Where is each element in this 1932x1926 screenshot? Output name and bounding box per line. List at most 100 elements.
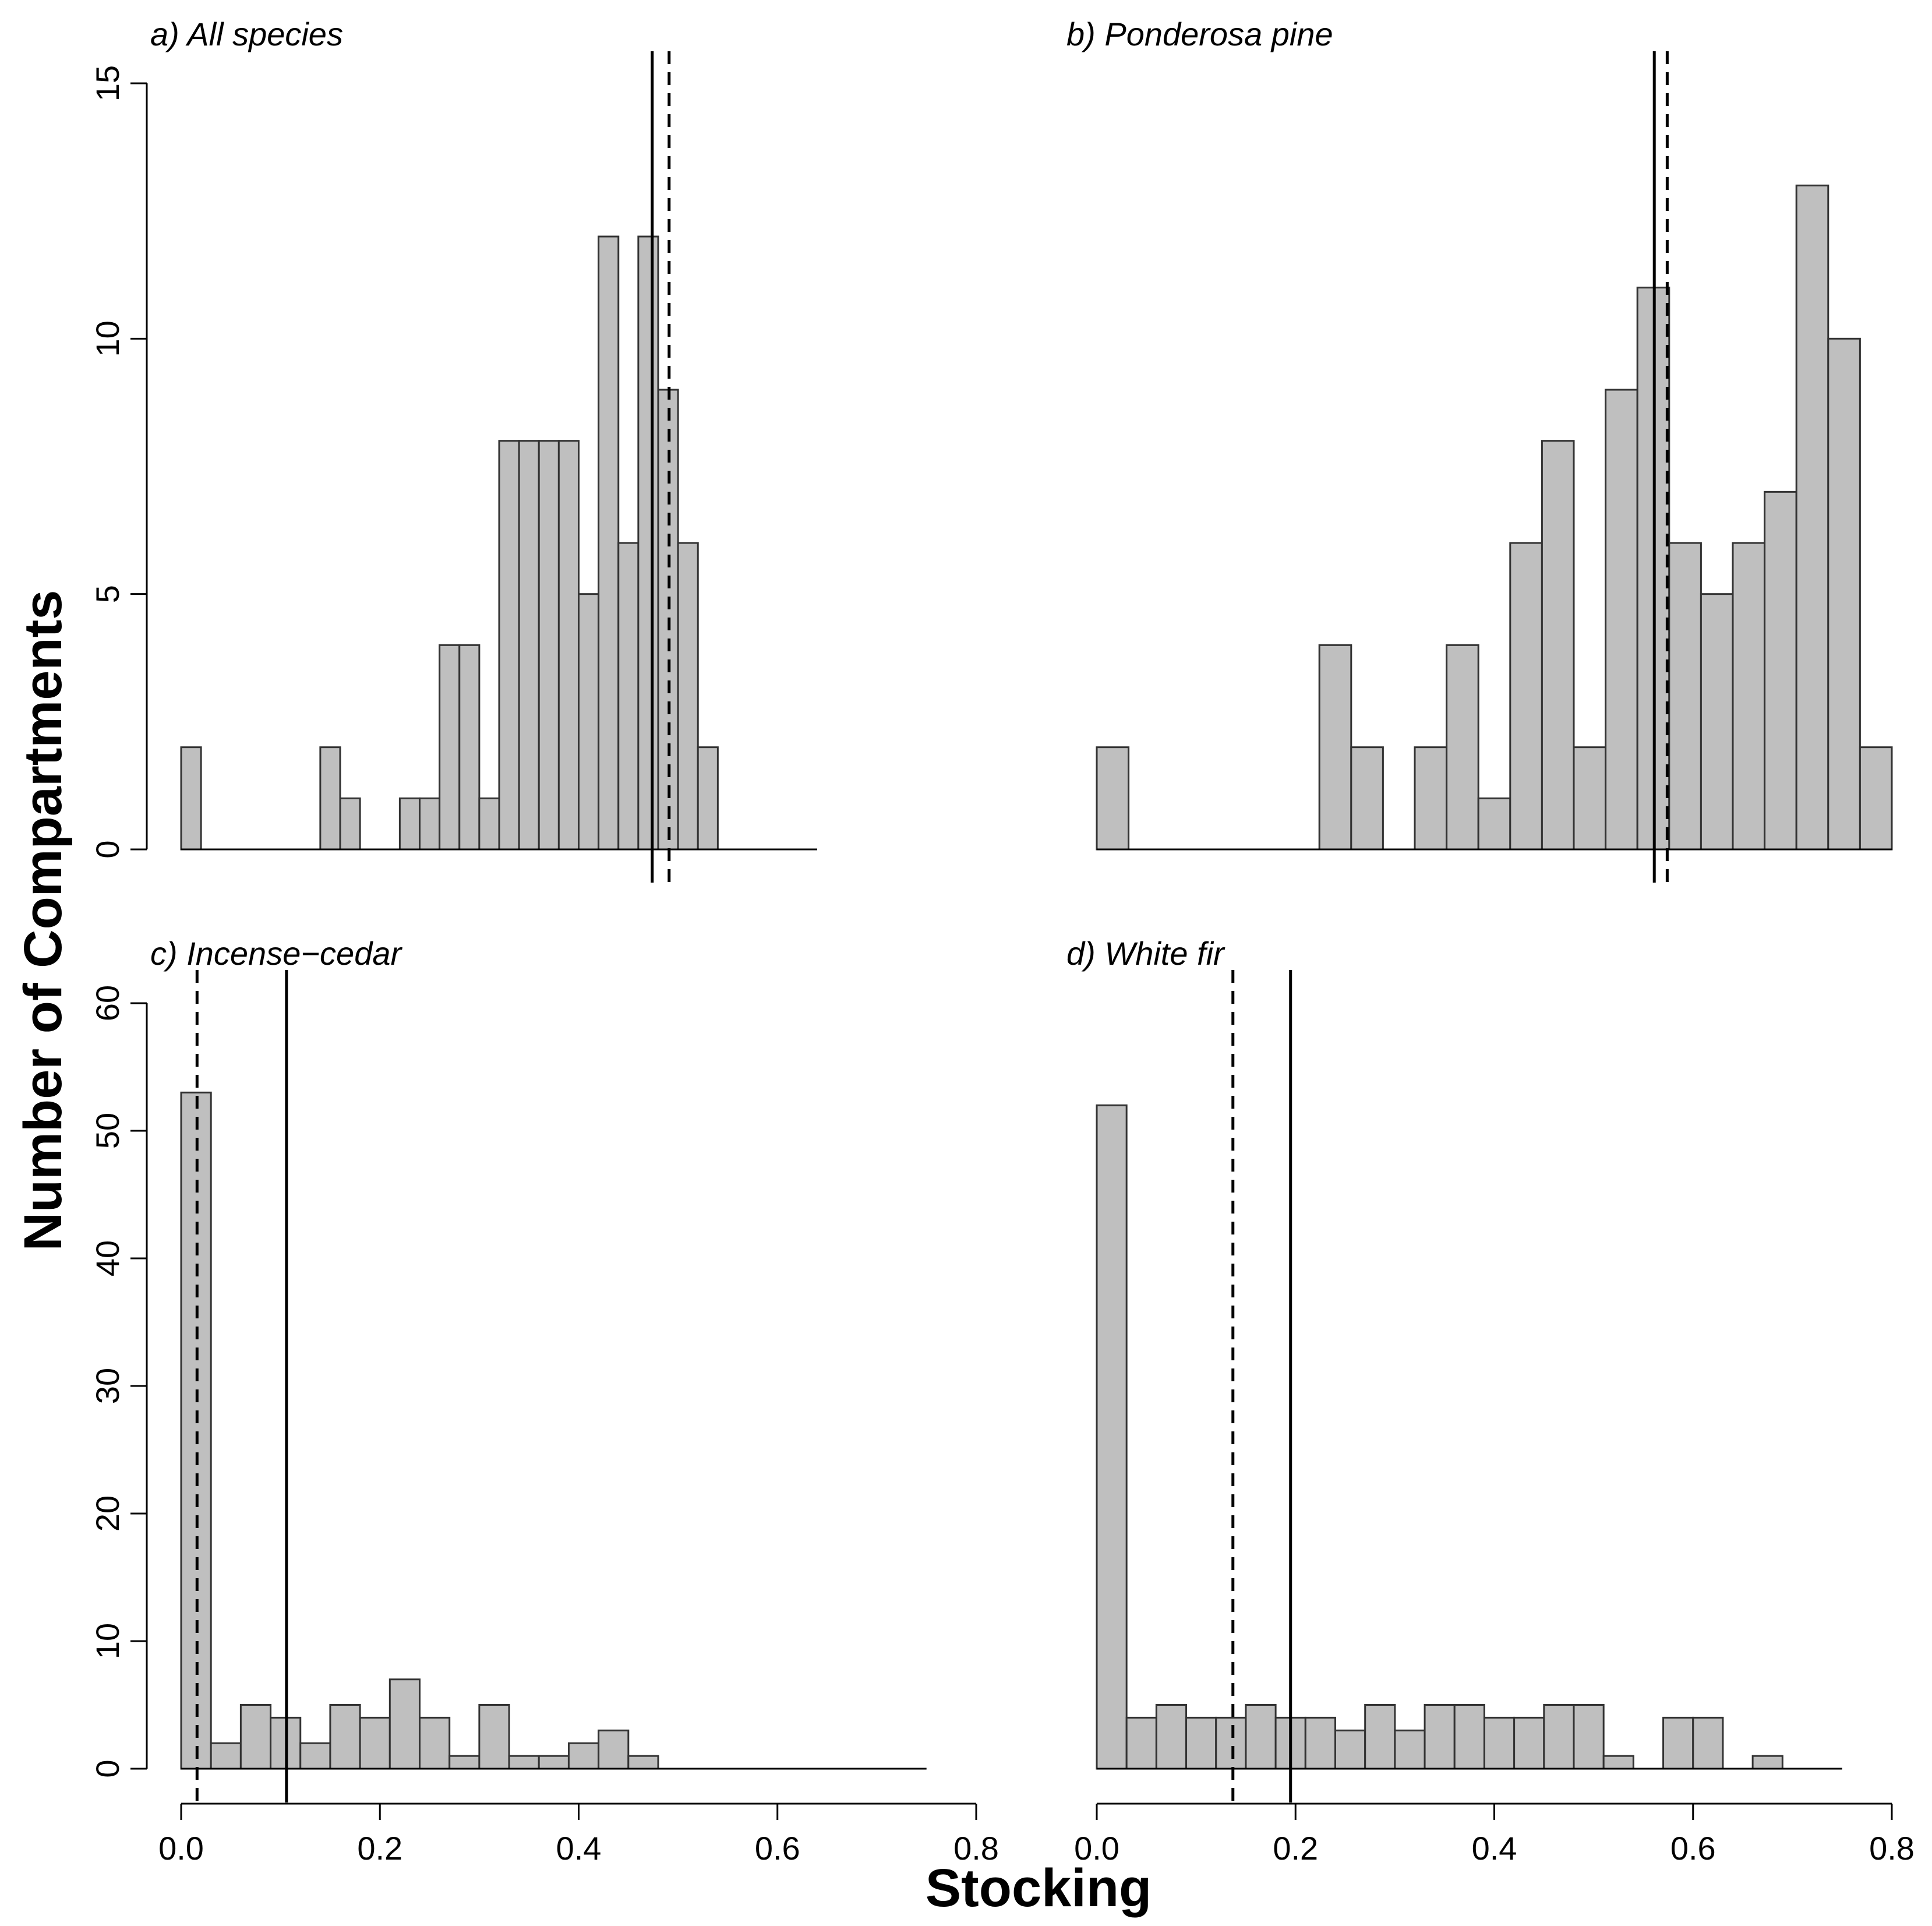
histogram-bar xyxy=(359,1716,391,1770)
histogram-bar xyxy=(1304,1716,1336,1770)
histogram-bar xyxy=(1350,746,1384,851)
histogram-bar xyxy=(1602,1755,1634,1770)
y-tick-label: 60 xyxy=(89,985,126,1021)
histogram-bar xyxy=(557,440,580,851)
panel-3: d) White fir 0.0 0.2 0.4 0.6 0.8 xyxy=(1066,935,1915,1867)
x-tick-label: 0.8 xyxy=(953,1830,999,1867)
histogram-bar xyxy=(627,1755,659,1770)
histogram-bar xyxy=(1700,593,1734,851)
y-tick-label: 30 xyxy=(89,1368,126,1404)
x-tick-label: 0.0 xyxy=(158,1830,204,1867)
histogram-bar xyxy=(1859,746,1893,851)
histogram-bar xyxy=(1185,1716,1217,1770)
histogram-bar xyxy=(637,235,659,851)
histogram-bar xyxy=(319,746,341,851)
histogram-bar xyxy=(1732,542,1766,851)
histogram-bar xyxy=(388,1678,421,1770)
y-axis-title: Number of Compartments xyxy=(13,590,73,1251)
histogram-bar xyxy=(1662,1716,1694,1770)
histogram-bar xyxy=(1318,644,1352,851)
x-axis-title: Stocking xyxy=(926,1858,1152,1918)
histogram-bar xyxy=(478,797,500,851)
histogram-bar xyxy=(1543,1704,1575,1770)
histogram-bar xyxy=(1125,1716,1157,1770)
histogram-bar xyxy=(617,542,640,851)
histogram-bar xyxy=(518,440,540,851)
histogram-bar xyxy=(339,797,361,851)
panel-title: a) All species xyxy=(150,16,343,52)
histogram-bar xyxy=(538,440,560,851)
histogram-bar xyxy=(419,797,441,851)
histogram-bar xyxy=(1573,746,1607,851)
histogram-bar xyxy=(1245,1704,1277,1770)
histogram-bar xyxy=(598,235,620,851)
histogram-bar xyxy=(1483,1716,1516,1770)
histogram-bar xyxy=(1668,542,1702,851)
histogram-bar xyxy=(508,1755,540,1770)
x-tick-label: 0.8 xyxy=(1869,1830,1915,1867)
y-tick-label: 10 xyxy=(89,1623,126,1659)
histogram-bar xyxy=(1795,184,1829,851)
histogram-bar xyxy=(1446,644,1479,851)
x-tick-label: 0.2 xyxy=(1273,1830,1318,1867)
histogram-bar xyxy=(598,1729,630,1770)
y-tick-label: 10 xyxy=(89,320,126,357)
y-tick-label: 0 xyxy=(89,840,126,858)
histogram-bar xyxy=(210,1742,242,1770)
histogram-bar xyxy=(448,1755,481,1770)
histogram-bar xyxy=(239,1704,272,1770)
histogram-bar xyxy=(1573,1704,1605,1770)
x-tick-label: 0.0 xyxy=(1074,1830,1119,1867)
panel-title: d) White fir xyxy=(1066,935,1225,972)
y-tick-label: 40 xyxy=(89,1240,126,1276)
y-tick-label: 0 xyxy=(89,1759,126,1777)
y-tick-label: 15 xyxy=(89,65,126,101)
histogram-bar xyxy=(697,746,719,851)
histogram-bar xyxy=(1364,1704,1396,1770)
x-tick-label: 0.4 xyxy=(1472,1830,1517,1867)
histogram-bar xyxy=(1541,440,1575,851)
histogram-bar xyxy=(1424,1704,1456,1770)
histogram-bar xyxy=(1827,337,1861,851)
panel-title: b) Ponderosa pine xyxy=(1066,16,1333,52)
histogram-bar xyxy=(180,746,202,851)
panel-0: a) All species 0 5 10 15 xyxy=(89,16,817,883)
histogram-bar xyxy=(1751,1755,1783,1770)
histogram-bar xyxy=(1692,1716,1724,1770)
histogram-bar xyxy=(1394,1729,1426,1770)
x-tick-label: 0.4 xyxy=(556,1830,602,1867)
x-tick-label: 0.6 xyxy=(1670,1830,1716,1867)
panel-2: c) Incense−cedar 0 10 20 30 40 50 60 0.0 0.2 0.4 0.… xyxy=(89,935,999,1867)
panels: a) All species 0 5 10 15 b) Ponderosa pine c) … xyxy=(89,16,1915,1867)
y-tick-label: 20 xyxy=(89,1495,126,1532)
histogram-bar xyxy=(458,644,481,851)
histogram-bar xyxy=(1215,1716,1247,1770)
histogram-bar xyxy=(677,542,699,851)
histogram-bar xyxy=(538,1755,570,1770)
x-tick-label: 0.2 xyxy=(357,1830,402,1867)
histogram-bar xyxy=(419,1716,451,1770)
histogram-bar xyxy=(1764,491,1797,851)
x-tick-label: 0.6 xyxy=(755,1830,800,1867)
y-tick-label: 5 xyxy=(89,585,126,603)
histogram-bar xyxy=(299,1742,331,1770)
histogram-bar xyxy=(567,1742,600,1770)
y-tick-label: 50 xyxy=(89,1113,126,1149)
histogram-bar xyxy=(478,1704,510,1770)
histogram-bar xyxy=(498,440,520,851)
panel-title: c) Incense−cedar xyxy=(150,935,402,972)
histogram-bar xyxy=(439,644,461,851)
histogram-bar xyxy=(1477,797,1511,851)
histogram-bar xyxy=(1414,746,1448,851)
panel-1: b) Ponderosa pine xyxy=(1066,16,1893,883)
histogram-bar xyxy=(1453,1704,1485,1770)
histogram-bar xyxy=(398,797,421,851)
histogram-bar xyxy=(329,1704,361,1770)
histogram-bar xyxy=(1096,1104,1128,1770)
histogram-bar xyxy=(1513,1716,1545,1770)
histogram-bar xyxy=(578,593,600,851)
histogram-bar xyxy=(1334,1729,1366,1770)
histogram-bar xyxy=(1155,1704,1188,1770)
histogram-bar xyxy=(1509,542,1543,851)
